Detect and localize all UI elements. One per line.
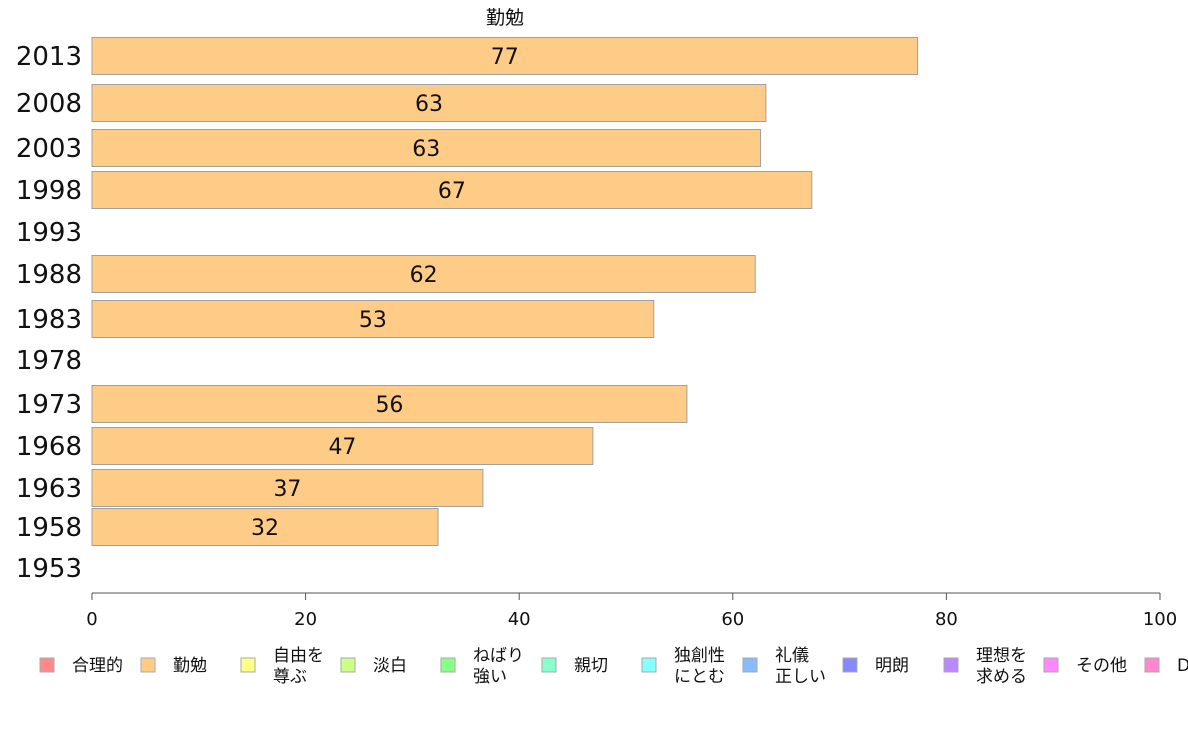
chart-title: 勤勉 [486, 7, 524, 29]
category-labels: 2013 2008 2003 1998 1993 1988 1983 1978 1973 1968… [16, 42, 82, 584]
bar [91, 508, 439, 546]
data-label: 47 [328, 435, 356, 460]
legend-swatch [140, 657, 156, 673]
bars-group: 77 63 63 67 62 53 56 47 37 32 [91, 37, 919, 546]
category-label: 1968 [16, 432, 82, 462]
category-label: 1988 [16, 260, 82, 290]
legend-swatch [340, 657, 356, 673]
legend-label-line: 理想を [976, 646, 1027, 666]
legend-swatch [742, 657, 758, 673]
legend-label-line: ねばり [473, 646, 524, 666]
legend-label-line: 礼儀 [775, 646, 809, 666]
x-tick-label: 100 [1143, 609, 1177, 630]
category-label: 1983 [16, 305, 82, 335]
category-label: 1998 [16, 176, 82, 206]
legend-label: 淡白 [373, 656, 407, 676]
legend-label-line: 正しい [775, 667, 826, 687]
x-axis: 0 20 40 60 80 100 [86, 592, 1177, 630]
x-tick-label: 40 [508, 609, 531, 630]
bar [91, 255, 756, 293]
legend-swatch [541, 657, 557, 673]
legend-label: 理想を求める [976, 646, 1027, 687]
legend-swatch [641, 657, 657, 673]
legend-label: その他 [1076, 656, 1127, 676]
data-label: 56 [375, 393, 403, 418]
x-tick-label: 20 [294, 609, 317, 630]
category-label: 1958 [16, 513, 82, 543]
legend: 合理的 勤勉 自由を尊ぶ 淡白 ねばり強い 親切 独創性にとむ 礼儀正しい 明朗 理想を求める その… [39, 646, 1188, 687]
data-label: 37 [273, 477, 301, 502]
data-label: 62 [410, 263, 438, 288]
x-tick-label: 80 [935, 609, 958, 630]
legend-label: 礼儀正しい [775, 646, 826, 687]
category-label: 1993 [16, 218, 82, 248]
data-label: 67 [438, 179, 466, 204]
legend-swatch [842, 657, 858, 673]
x-tick-label: 60 [721, 609, 744, 630]
legend-swatch [1043, 657, 1059, 673]
bar [91, 171, 813, 209]
category-label: 1963 [16, 474, 82, 504]
legend-label-line: にとむ [674, 667, 725, 687]
bar [91, 469, 484, 507]
legend-label: 独創性にとむ [674, 646, 725, 687]
legend-label: 親切 [574, 656, 608, 676]
bar [91, 385, 688, 423]
legend-label-line: 求める [976, 667, 1027, 687]
category-label: 1953 [16, 554, 82, 584]
category-label: 2013 [16, 42, 82, 72]
legend-swatch [1144, 657, 1160, 673]
legend-label: ねばり強い [473, 646, 524, 687]
legend-label-line: 尊ぶ [273, 667, 307, 687]
legend-label: 勤勉 [173, 656, 207, 676]
bar [91, 427, 594, 465]
legend-label-line: 独創性 [674, 646, 725, 666]
legend-label: 合理的 [72, 656, 123, 676]
legend-swatch [440, 657, 456, 673]
x-tick-label: 0 [86, 609, 97, 630]
legend-swatch [39, 657, 55, 673]
category-label: 2008 [16, 89, 82, 119]
data-label: 53 [359, 308, 387, 333]
legend-swatch [943, 657, 959, 673]
data-label: 63 [412, 137, 440, 162]
bar [91, 129, 762, 167]
legend-label-line: 強い [473, 667, 507, 687]
legend-label: 自由を尊ぶ [273, 646, 324, 687]
legend-label-line: 自由を [273, 646, 324, 666]
legend-swatch [240, 657, 256, 673]
data-label: 32 [251, 516, 279, 541]
category-label: 1978 [16, 346, 82, 376]
category-label: 1973 [16, 390, 82, 420]
legend-label: 明朗 [875, 656, 909, 676]
legend-label: D [1177, 656, 1188, 676]
bar [91, 37, 919, 75]
data-label: 77 [491, 45, 519, 70]
bar [91, 300, 655, 338]
category-label: 2003 [16, 134, 82, 164]
bar [91, 84, 767, 122]
data-label: 63 [415, 92, 443, 117]
